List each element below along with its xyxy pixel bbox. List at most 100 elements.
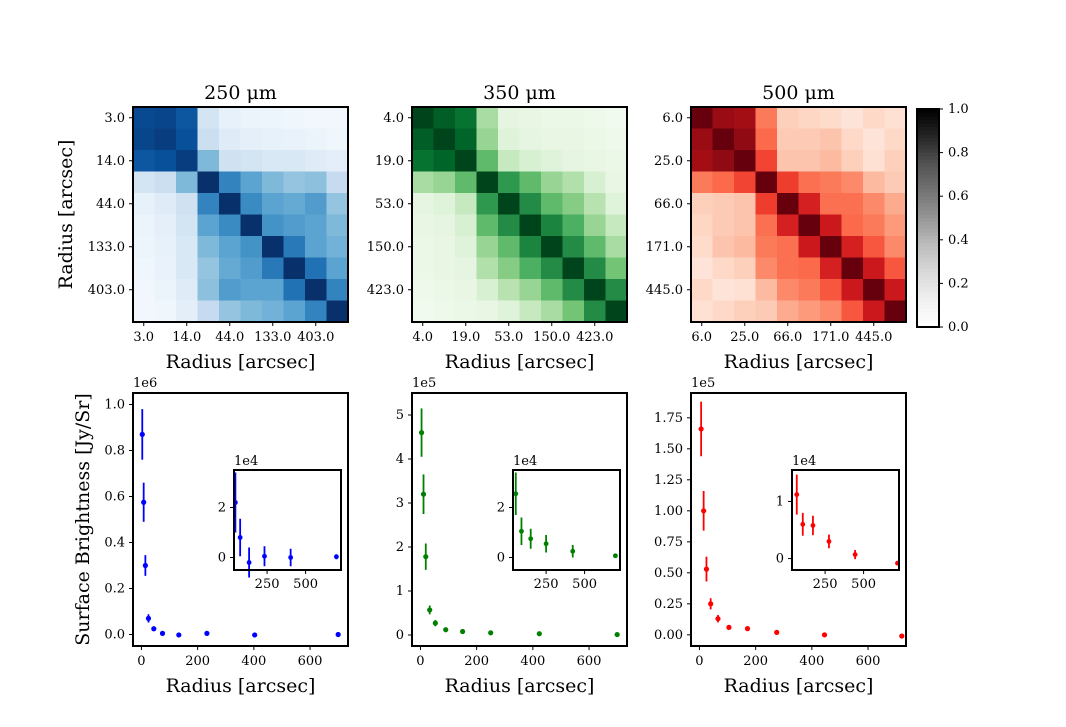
heatmap-cell [841,236,864,259]
heatmap-cell [691,150,714,173]
heatmap-title: 500 μm [762,82,835,104]
heatmap-cell [863,128,886,151]
heatmap-cell [455,193,478,216]
y-tick-label: 0.6 [104,490,125,505]
heatmap-cell [734,236,757,259]
heatmap-cell [283,214,306,237]
heatmap-cell [519,193,542,216]
data-point [176,632,182,638]
heatmap-cell [562,236,585,259]
heatmap-cell [734,257,757,280]
heatmap-cell [712,279,735,302]
heatmap-cell [154,257,177,280]
x-tick-label: 423.0 [576,330,613,345]
inset-area [513,470,620,570]
heatmap-cell [820,279,843,302]
colorbar-segment [917,272,939,277]
x-tick-label: 200 [185,654,210,669]
y-tick-label: 4.0 [383,111,404,126]
heatmap-cell [798,193,821,216]
heatmap-cell [562,128,585,151]
heatmap-cell [712,236,735,259]
y-offset-label: 1e5 [691,376,715,391]
heatmap-cell [176,128,199,151]
heatmap-cell [197,128,220,151]
colorbar-frame [916,108,940,328]
inset-offset-label: 1e4 [234,454,258,469]
y-tick-label: 1.0 [104,398,125,413]
heatmap-cell [326,257,349,280]
x-tick-label: 150.0 [533,330,570,345]
y-tick-label: 25.0 [654,154,683,169]
heatmap-cell [541,128,564,151]
heatmap-cell [305,279,328,302]
heatmap-cell [305,107,328,130]
heatmap-cell [863,257,886,280]
axes-frame [132,392,349,647]
y-tick-label: 2 [396,540,404,555]
data-point [237,535,243,540]
heatmap-cell [562,193,585,216]
colorbar-segment [917,232,939,237]
heatmap-cell [841,128,864,151]
colorbar-segment [917,290,939,295]
x-tick-label: 445.0 [855,330,892,345]
heatmap-cell [240,107,263,130]
colorbar-segment [917,174,939,179]
colorbar-segment [917,323,939,328]
heatmap-cell [498,236,521,259]
x-tick-label: 0 [416,654,424,669]
heatmap-cell [820,128,843,151]
heatmap-cell [605,193,628,216]
y-tick-label: 44.0 [96,197,125,212]
heatmap-cell [841,257,864,280]
heatmap-cell [584,236,607,259]
heatmap-cell [412,107,435,130]
heatmap-cell [262,214,285,237]
y-tick-label: 5 [396,408,404,423]
heatmap-cell [476,171,499,194]
heatmap-cell [777,107,800,130]
heatmap-cell [884,236,907,259]
heatmap-frame [132,106,349,323]
heatmap-cell [412,257,435,280]
heatmap-cell [305,171,328,194]
heatmap-cell [820,171,843,194]
heatmap-cell [240,214,263,237]
heatmap-cell [605,300,628,323]
heatmap-cell [476,150,499,173]
colorbar-segment [917,167,939,172]
heatmap-cell [884,300,907,323]
heatmap-cell [712,171,735,194]
heatmap-cell [455,171,478,194]
heatmap-cell [777,257,800,280]
data-point [612,553,618,559]
colorbar-tick-label: 0.4 [948,233,969,248]
heatmap-cell [519,214,542,237]
heatmap-cell [326,214,349,237]
y-tick-label: 1 [396,584,404,599]
heatmap-cell [455,300,478,323]
data-point [794,492,800,497]
colorbar-segment [917,221,939,226]
heatmap-cell [605,279,628,302]
heatmap-cell [541,257,564,280]
heatmap-cell [133,150,156,173]
heatmap-cell [820,214,843,237]
heatmap-cell [455,128,478,151]
heatmap-cell [884,193,907,216]
heatmap-cell [562,171,585,194]
heatmap-cell [283,236,306,259]
heatmap-cell [712,107,735,130]
heatmap-cell [262,279,285,302]
heatmap-cell [519,128,542,151]
inset-offset-label: 1e4 [792,454,816,469]
data-point [418,430,425,436]
y-tick-label: 171.0 [646,240,683,255]
heatmap-cell [476,257,499,280]
heatmap-cell [498,300,521,323]
heatmap-cell [262,257,285,280]
data-point [800,521,806,527]
heatmap-cell [433,128,456,151]
data-point [528,536,534,542]
